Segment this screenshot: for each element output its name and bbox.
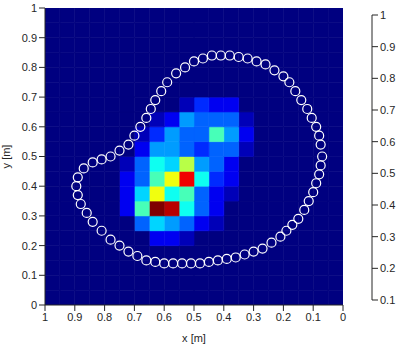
svg-text:0.1: 0.1 <box>380 294 395 306</box>
svg-text:0: 0 <box>340 311 346 323</box>
svg-text:0.4: 0.4 <box>380 199 395 211</box>
svg-text:0.9: 0.9 <box>380 41 395 53</box>
svg-text:1: 1 <box>42 311 48 323</box>
svg-text:0.3: 0.3 <box>380 231 395 243</box>
svg-text:0.1: 0.1 <box>306 311 321 323</box>
svg-text:0.6: 0.6 <box>22 121 37 133</box>
svg-text:0.5: 0.5 <box>22 150 37 162</box>
svg-text:0.5: 0.5 <box>186 311 201 323</box>
svg-text:0.7: 0.7 <box>380 104 395 116</box>
svg-text:0: 0 <box>31 299 37 311</box>
svg-text:0.4: 0.4 <box>216 311 231 323</box>
svg-text:0.2: 0.2 <box>22 240 37 252</box>
svg-text:0.6: 0.6 <box>157 311 172 323</box>
svg-text:x [m]: x [m] <box>182 332 206 344</box>
svg-text:0.8: 0.8 <box>97 311 112 323</box>
svg-text:1: 1 <box>380 9 386 21</box>
svg-text:0.1: 0.1 <box>22 269 37 281</box>
svg-text:0.2: 0.2 <box>380 262 395 274</box>
svg-text:0.8: 0.8 <box>22 61 37 73</box>
svg-text:0.2: 0.2 <box>276 311 291 323</box>
svg-text:0.6: 0.6 <box>380 136 395 148</box>
svg-text:y [m]: y [m] <box>8 145 12 169</box>
svg-text:0.8: 0.8 <box>380 72 395 84</box>
svg-text:0.9: 0.9 <box>67 311 82 323</box>
svg-text:1: 1 <box>31 2 37 14</box>
svg-text:0.7: 0.7 <box>22 91 37 103</box>
svg-text:0.3: 0.3 <box>22 210 37 222</box>
svg-text:0.5: 0.5 <box>380 167 395 179</box>
svg-text:0.9: 0.9 <box>22 32 37 44</box>
svg-text:0.4: 0.4 <box>22 180 37 192</box>
svg-text:0.3: 0.3 <box>246 311 261 323</box>
svg-text:0.7: 0.7 <box>127 311 142 323</box>
